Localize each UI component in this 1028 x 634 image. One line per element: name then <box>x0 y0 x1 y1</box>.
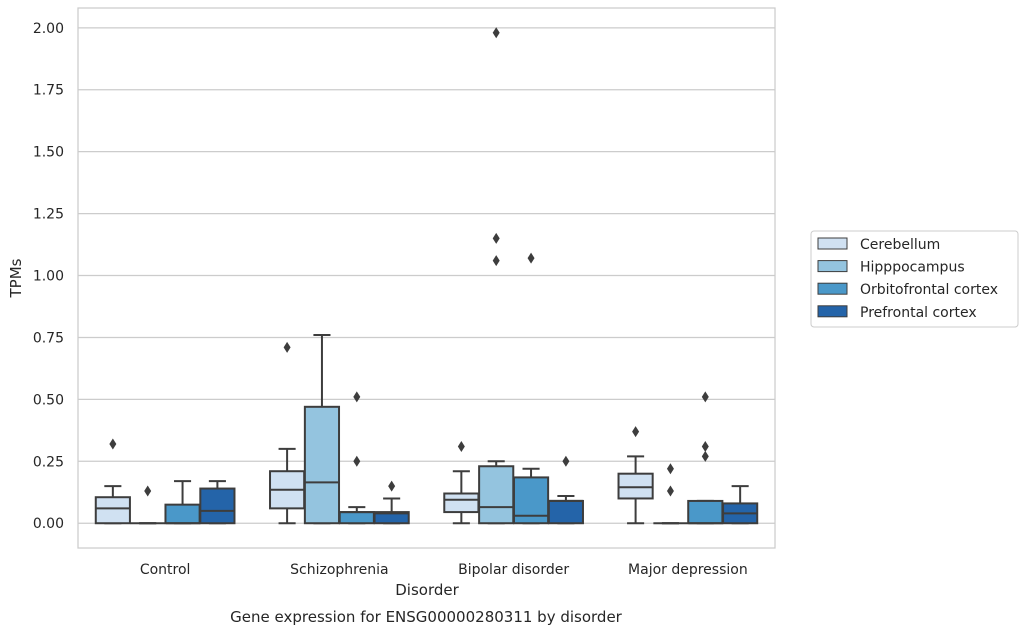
outlier-point <box>701 391 709 403</box>
chart-title: Gene expression for ENSG00000280311 by d… <box>230 608 623 626</box>
box-hipppocampus <box>478 27 515 525</box>
x-axis-label: Disorder <box>395 581 459 599</box>
box-orbitofrontal-cortex <box>687 391 724 525</box>
outlier-point <box>701 450 709 462</box>
y-axis-ticks: 0.00 0.25 0.50 0.75 1.00 1.25 1.50 1.75 2.00 <box>33 21 64 532</box>
y-tick-label: 0.75 <box>33 330 64 346</box>
x-tick-label: Bipolar disorder <box>458 562 569 578</box>
legend-swatch <box>817 282 848 295</box>
x-tick-label: Schizophrenia <box>290 562 388 578</box>
box-cerebellum <box>269 341 306 525</box>
box-hipppocampus <box>303 333 341 525</box>
y-axis-label: TPMs <box>7 258 25 298</box>
legend-label: Orbitofrontal cortex <box>860 282 998 298</box>
x-axis-ticks: Control Schizophrenia Bipolar disorder Majo… <box>140 562 748 578</box>
outlier-point <box>353 455 361 467</box>
box-orbitofrontal-cortex <box>338 391 375 525</box>
y-tick-label: 1.00 <box>33 269 64 285</box>
plot-background <box>78 8 775 548</box>
y-tick-label: 0.00 <box>33 516 64 532</box>
legend-frame <box>810 230 1019 328</box>
outlier-point <box>492 27 500 39</box>
box-body <box>478 465 515 525</box>
x-tick-label: Major depression <box>628 562 748 578</box>
box-body <box>547 499 584 525</box>
y-tick-label: 1.50 <box>33 145 64 161</box>
legend-swatch <box>817 237 848 250</box>
outlier-point <box>388 480 396 492</box>
legend-label: Cerebellum <box>860 237 940 253</box>
box-orbitofrontal-cortex <box>164 480 201 525</box>
y-tick-label: 1.25 <box>33 207 64 223</box>
y-tick-label: 2.00 <box>33 21 64 37</box>
outlier-point <box>109 438 117 450</box>
outlier-point <box>457 440 465 452</box>
box-hipppocampus <box>130 485 165 525</box>
box-body <box>94 496 131 525</box>
outlier-point <box>666 463 674 475</box>
box-body <box>687 499 724 525</box>
outlier-point <box>144 485 152 497</box>
box-body <box>617 472 654 500</box>
box-hipppocampus <box>653 463 688 525</box>
outlier-point <box>353 391 361 403</box>
box-prefrontal-cortex <box>373 480 410 525</box>
outlier-point <box>492 232 500 244</box>
box-prefrontal-cortex <box>547 455 584 525</box>
outlier-point <box>701 440 709 452</box>
y-tick-label: 0.50 <box>33 392 64 408</box>
y-tick-label: 0.25 <box>33 454 64 470</box>
plot-frame <box>77 7 776 549</box>
box-body <box>164 503 201 525</box>
box-body <box>303 405 341 525</box>
box-cerebellum <box>617 426 654 525</box>
box-body <box>338 511 375 525</box>
outlier-point <box>283 341 291 353</box>
box-body <box>199 487 236 525</box>
outlier-point <box>492 255 500 267</box>
x-tick-label: Control <box>140 562 191 578</box>
outlier-point <box>632 426 640 438</box>
box-cerebellum <box>94 438 131 525</box>
outlier-point <box>562 455 570 467</box>
box-series <box>94 27 759 525</box>
outlier-point <box>527 252 535 264</box>
legend: Cerebellum Hipppocampus Orbitofrontal cort… <box>810 230 1019 328</box>
legend-label: Prefrontal cortex <box>860 305 977 321</box>
legend-label: Hipppocampus <box>860 260 965 276</box>
legend-swatch <box>817 260 848 273</box>
legend-swatch <box>817 305 848 318</box>
box-body <box>373 511 410 525</box>
box-prefrontal-cortex <box>199 480 236 525</box>
outlier-point <box>666 485 674 497</box>
box-prefrontal-cortex <box>722 485 759 525</box>
y-tick-label: 1.75 <box>33 83 64 99</box>
box-body <box>443 492 480 514</box>
